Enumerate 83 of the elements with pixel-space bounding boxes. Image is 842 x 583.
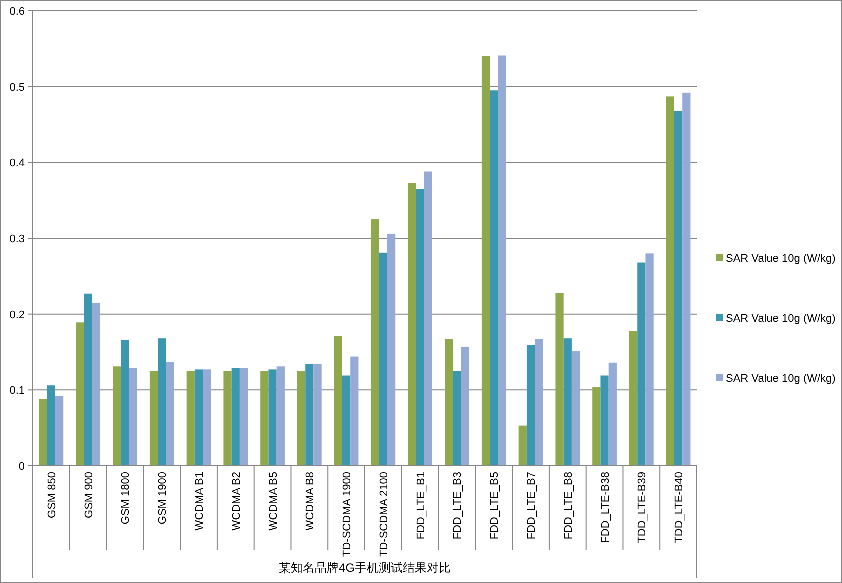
y-tick-label: 0.6 [10, 6, 25, 18]
bar [76, 322, 84, 466]
bar [638, 262, 646, 466]
bar [194, 370, 204, 466]
y-tick-label: 0.4 [10, 158, 25, 170]
bar [666, 96, 674, 466]
y-tick-label: 0.1 [10, 385, 25, 398]
bar [498, 56, 506, 466]
x-tick-label: FDD_LTE_B7 [526, 472, 538, 540]
bar [445, 339, 454, 466]
x-tick-label: GSM 1900 [157, 472, 170, 525]
x-tick-label: WCDMA B2 [230, 472, 243, 531]
bar [306, 364, 314, 466]
x-tick-label: FDD_LTE-B38 [600, 472, 612, 544]
bar [490, 90, 498, 466]
x-tick-label: WCDMA B5 [268, 472, 280, 531]
bar [47, 386, 56, 466]
bar [232, 368, 240, 466]
bar [334, 336, 342, 466]
bar [166, 362, 174, 466]
x-tick-label: GSM 1800 [120, 472, 132, 525]
bar [482, 56, 490, 466]
bar [535, 339, 544, 466]
y-tick-label: 0.5 [10, 82, 25, 94]
bar [608, 362, 617, 466]
bar [350, 356, 359, 466]
x-tick-label: FDD_LTE_B8 [562, 472, 575, 540]
x-tick-label: TDD_LTE-B39 [636, 472, 649, 544]
x-tick-label: TD-SCDMA 1900 [342, 472, 354, 557]
x-tick-label: FDD_LTE_B1 [415, 472, 428, 540]
x-tick-label: FDD_LTE_B3 [452, 472, 464, 540]
x-axis-title: 某知名品牌4G手机测试结果对比 [278, 561, 452, 575]
bar [129, 368, 138, 466]
legend-label: SAR Value 10g (W/kg) [726, 313, 836, 325]
bar [240, 368, 248, 466]
bar [453, 371, 462, 466]
bar [526, 345, 536, 466]
x-tick-label: WCDMA B8 [304, 472, 317, 531]
bar [342, 376, 351, 466]
legend-label: SAR Value 10g (W/kg) [726, 373, 836, 385]
x-tick-label: TD-SCDMA 2100 [378, 472, 390, 557]
bar [592, 387, 601, 466]
x-tick-label: GSM 850 [46, 472, 58, 518]
bar [674, 111, 683, 466]
bar [461, 346, 470, 466]
x-tick-label: TDD_LTE-B40 [674, 472, 686, 544]
bar [203, 370, 212, 466]
bar [424, 172, 433, 466]
bar [92, 302, 101, 466]
bar [646, 254, 654, 466]
bar [56, 396, 64, 466]
bar [564, 338, 572, 466]
bar [113, 366, 122, 466]
bar [388, 234, 396, 466]
bar [84, 294, 92, 466]
bar [121, 340, 130, 466]
bar [556, 293, 564, 466]
bar [371, 220, 380, 466]
bar [572, 351, 580, 466]
bar [600, 376, 609, 466]
legend-label: SAR Value 10g (W/kg) [726, 253, 836, 265]
bar [260, 371, 269, 466]
bar [158, 338, 166, 466]
bar [518, 426, 527, 466]
x-tick-label: GSM 900 [83, 472, 96, 518]
bar [408, 183, 416, 466]
bar [629, 331, 638, 466]
bar [297, 371, 306, 466]
bar [379, 252, 388, 466]
bar [682, 92, 691, 466]
bar [268, 370, 277, 466]
x-tick-label: FDD_LTE_B5 [489, 472, 502, 540]
bar [39, 399, 48, 466]
bar [224, 371, 232, 466]
y-tick-label: 0 [18, 461, 25, 473]
bar [314, 364, 322, 466]
bar [150, 371, 158, 466]
y-tick-label: 0.3 [10, 234, 25, 246]
y-tick-label: 0.2 [10, 309, 25, 322]
bar [416, 189, 424, 466]
bar [276, 366, 285, 466]
x-tick-label: WCDMA B1 [194, 472, 206, 531]
bar [186, 371, 195, 466]
